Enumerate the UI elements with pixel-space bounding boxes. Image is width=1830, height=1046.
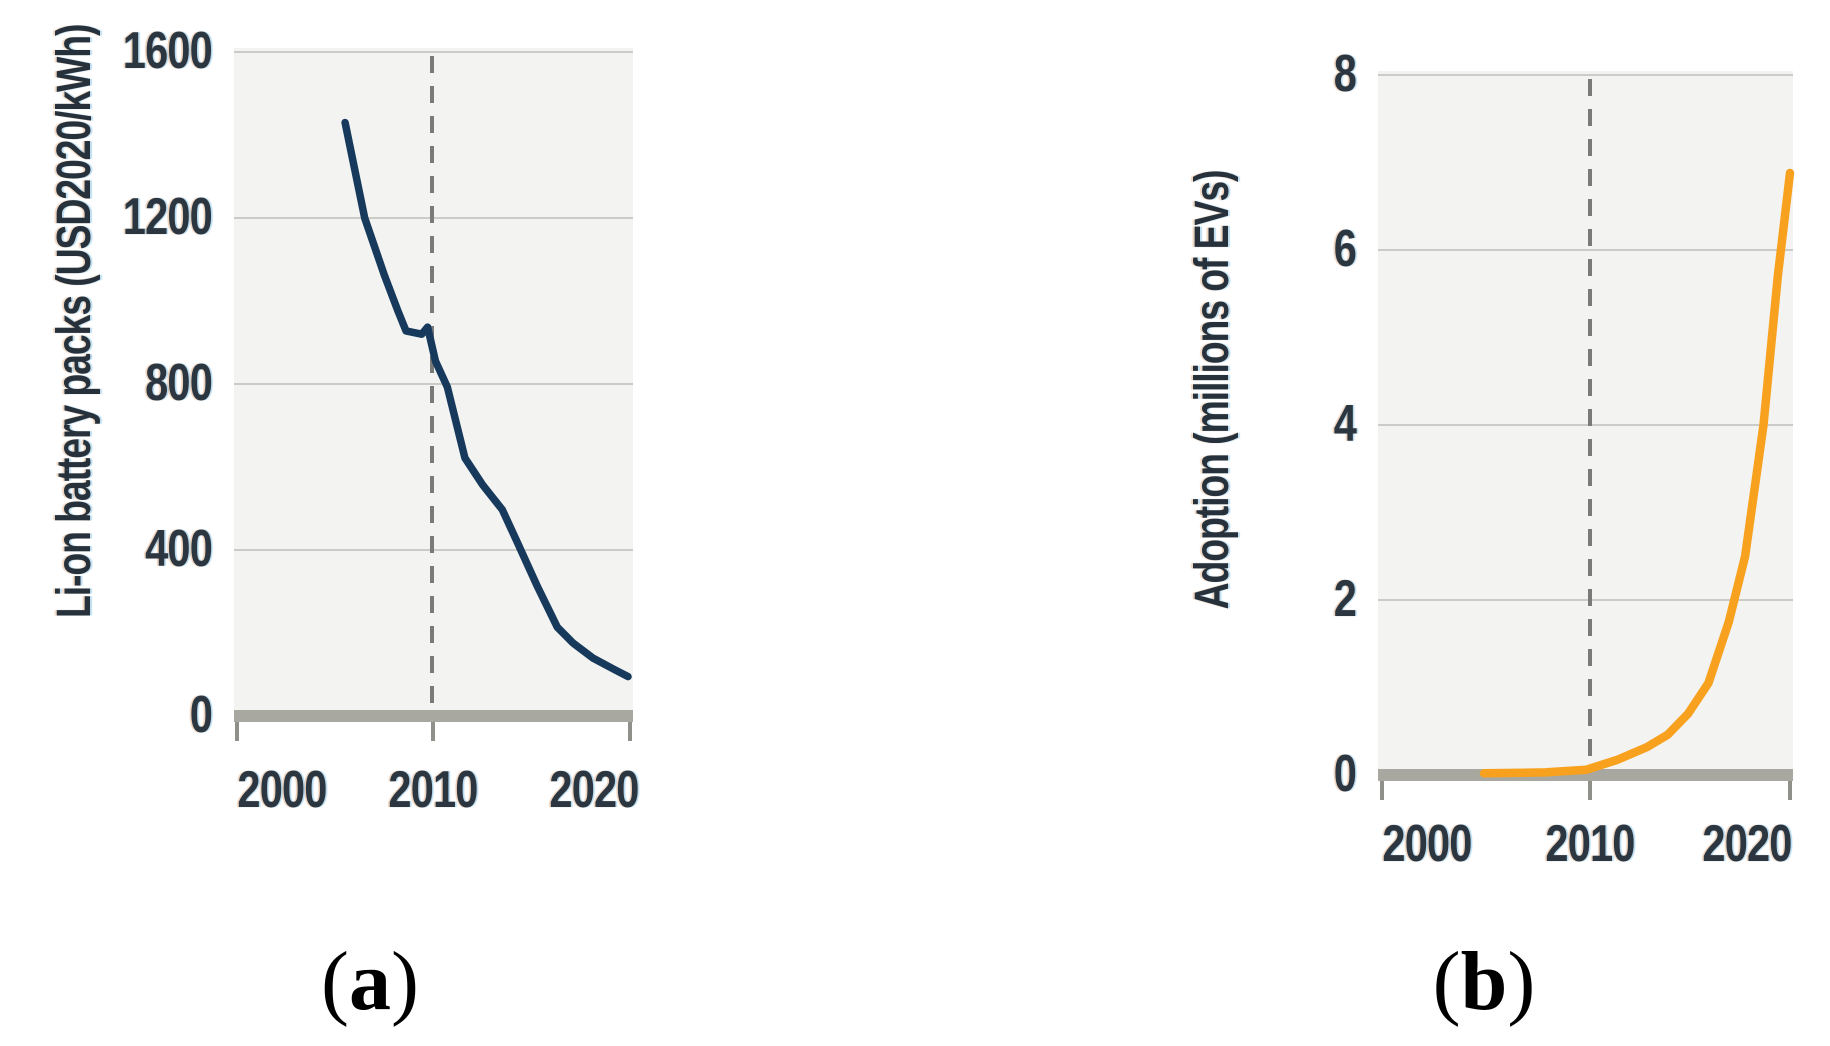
panel-label-a-open: (	[321, 935, 349, 1028]
panel-label-b-letter: b	[1460, 935, 1508, 1028]
y-tick-label-8: 8	[1333, 44, 1357, 103]
x-axis-bar-a	[234, 710, 633, 722]
panel-label-b-open: (	[1432, 935, 1461, 1028]
battery-price-line	[341, 118, 632, 681]
y-tick-label-400: 400	[145, 519, 213, 578]
x-tick-label-2010-a: 2010	[388, 761, 478, 819]
x-ticks-a	[235, 722, 632, 741]
y-tick-label-800: 800	[145, 353, 213, 412]
panel-b-plot	[1378, 71, 1795, 800]
y-tick-label-2: 2	[1333, 569, 1357, 628]
panel-label-a-close: )	[391, 935, 419, 1028]
y-tick-label-6: 6	[1333, 219, 1357, 278]
y-tick-label-1200: 1200	[122, 187, 213, 246]
panel-a-plot	[234, 48, 633, 741]
plot-background-b	[1378, 71, 1793, 769]
panel-label-a-letter: a	[349, 935, 391, 1028]
x-tick-label-2000-b: 2000	[1382, 815, 1472, 873]
gridlines-b	[1378, 74, 1793, 601]
y-tick-label-1600: 1600	[122, 21, 213, 80]
x-ticks-b	[1380, 781, 1792, 800]
x-tick-label-2020-a: 2020	[549, 761, 639, 819]
x-tick-label-2010-b: 2010	[1545, 815, 1635, 873]
x-tick-label-2000-a: 2000	[237, 761, 327, 819]
ev-adoption-line	[1479, 168, 1795, 778]
x-tick-label-2020-b: 2020	[1702, 815, 1792, 873]
y-tick-label-0-b: 0	[1333, 744, 1357, 803]
y-tick-label-4: 4	[1333, 394, 1357, 453]
panel-label-a: (a)	[220, 930, 520, 1034]
panel-label-b-close: )	[1507, 935, 1536, 1028]
y-tick-label-0-a: 0	[189, 685, 213, 744]
panel-label-b: (b)	[1334, 930, 1634, 1034]
